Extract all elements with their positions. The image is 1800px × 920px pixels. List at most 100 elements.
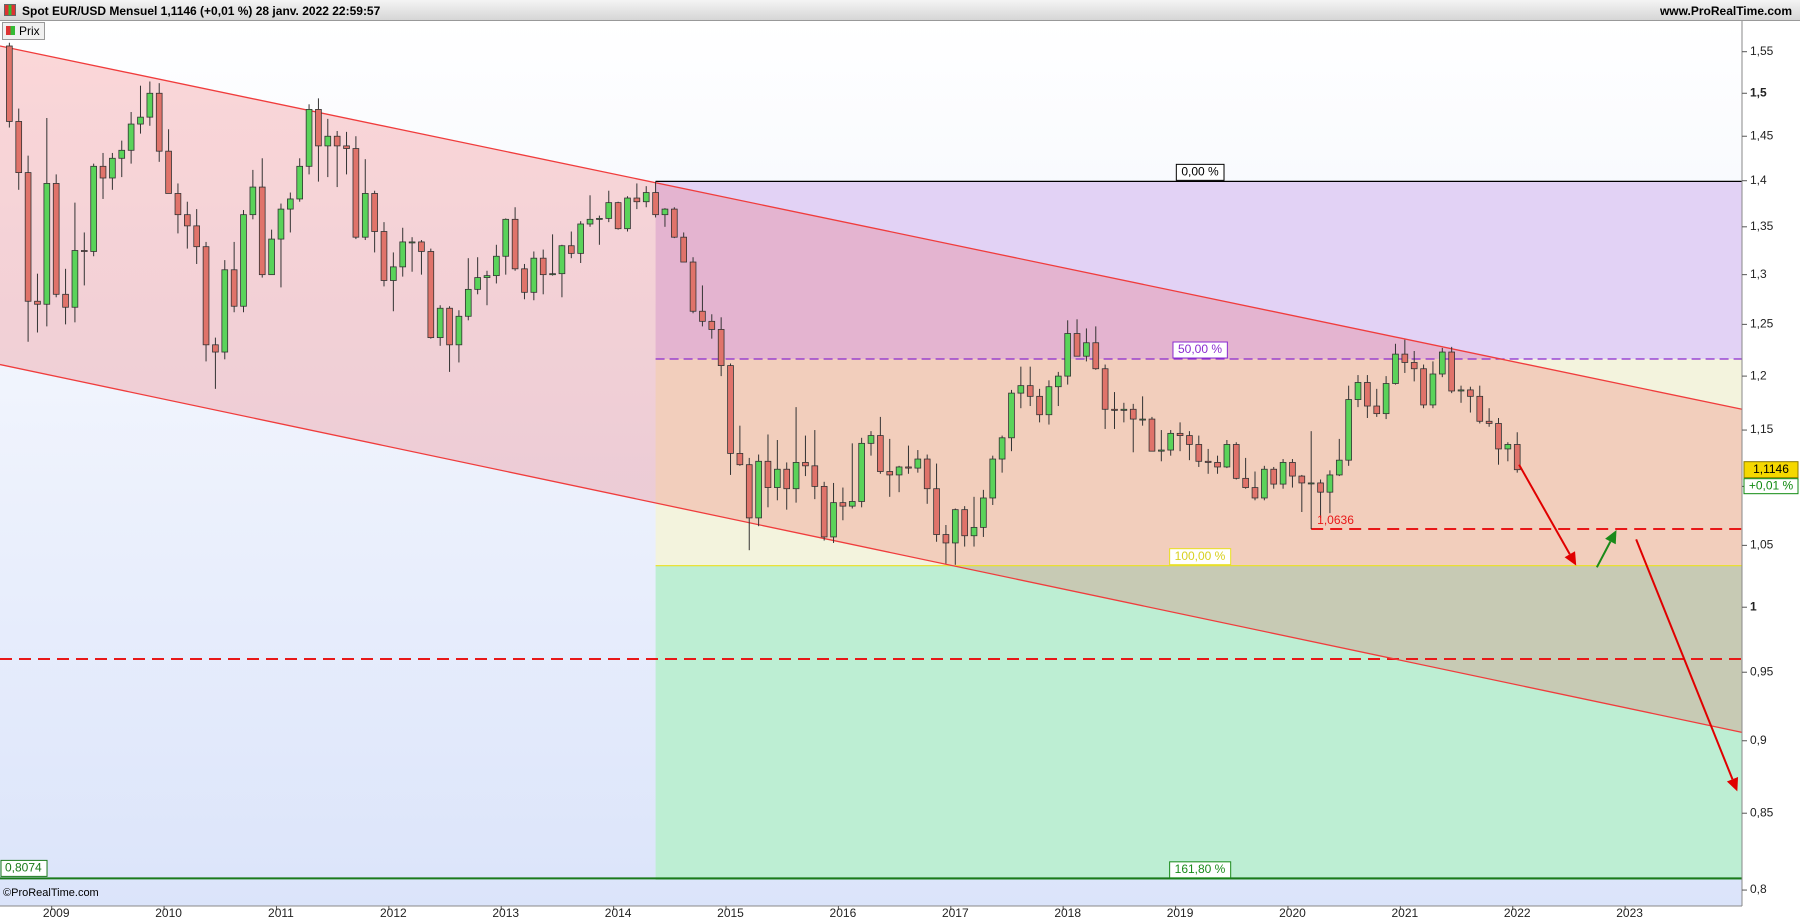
arrow-shaft xyxy=(1518,464,1571,555)
candle-body xyxy=(1111,408,1118,411)
candle-body xyxy=(333,135,341,147)
candle-body xyxy=(1476,395,1484,422)
x-tick-label: 2011 xyxy=(268,906,294,920)
candle-body xyxy=(71,250,79,308)
candle-body xyxy=(165,150,172,194)
source-link[interactable]: www.ProRealTime.com xyxy=(1659,4,1792,18)
candle-body xyxy=(1242,477,1249,488)
candle-body xyxy=(558,245,566,275)
candle-body xyxy=(1410,362,1418,370)
candle-body xyxy=(895,466,903,476)
candle-body xyxy=(62,293,69,308)
candle-body xyxy=(1139,418,1146,421)
x-tick-label: 2019 xyxy=(1167,906,1194,920)
candle-body xyxy=(1270,468,1278,485)
candle-body xyxy=(371,193,378,232)
x-tick-label: 2020 xyxy=(1279,906,1306,920)
arrow xyxy=(1635,538,1739,792)
candle-body xyxy=(118,149,126,159)
candle-body xyxy=(539,257,547,276)
candle-body xyxy=(174,193,182,216)
x-tick-label: 2023 xyxy=(1616,906,1643,920)
candle-body xyxy=(380,231,388,281)
candle-body xyxy=(1158,449,1165,452)
candle-body xyxy=(605,202,613,219)
candle-body xyxy=(867,435,875,444)
candle-body xyxy=(511,218,519,270)
candle-body xyxy=(1017,385,1025,394)
candle-body xyxy=(455,315,463,346)
y-tick-label: 1 xyxy=(1750,599,1757,613)
candle-body xyxy=(418,241,425,252)
y-tick-label: 1,55 xyxy=(1750,44,1774,58)
candle-body xyxy=(343,145,350,149)
y-tick-label: 1,3 xyxy=(1750,267,1767,281)
x-tick-label: 2014 xyxy=(605,906,632,920)
legend[interactable]: Prix xyxy=(2,22,45,40)
candle-body xyxy=(305,109,313,167)
candle-body xyxy=(1317,482,1324,493)
candle-body xyxy=(689,261,697,312)
fib-low-text: 0,8074 xyxy=(5,861,42,875)
candle-body xyxy=(792,462,800,490)
candle-body xyxy=(1326,474,1334,493)
candle-body xyxy=(811,465,819,487)
candle-body xyxy=(614,202,622,230)
candle-body xyxy=(6,45,13,122)
arrow xyxy=(1518,464,1577,566)
candle-body xyxy=(1354,382,1362,400)
candle-body xyxy=(549,273,556,276)
candle-body xyxy=(577,223,584,254)
candle-body xyxy=(1129,408,1137,420)
candle-body xyxy=(1186,435,1193,445)
candle-body xyxy=(230,269,238,307)
candle-body xyxy=(998,437,1006,460)
candle-body xyxy=(1467,389,1474,397)
candle-body xyxy=(1279,462,1287,485)
candle-body xyxy=(483,275,491,278)
candle-body xyxy=(1232,444,1240,479)
fib-label: 161,80 % xyxy=(1169,861,1232,879)
candle-body xyxy=(1298,475,1306,484)
x-tick-label: 2017 xyxy=(942,906,969,920)
fib-label: 0,00 % xyxy=(1175,163,1225,181)
candle-body xyxy=(361,193,369,238)
candle-body xyxy=(1485,420,1493,424)
fib-low-box xyxy=(0,859,48,877)
candle-body xyxy=(980,497,987,528)
arrow-head xyxy=(1726,777,1739,792)
candle-body xyxy=(80,250,88,252)
candle-body xyxy=(1513,444,1521,471)
candle-body xyxy=(755,460,762,519)
candle-body xyxy=(324,135,332,147)
candle-body xyxy=(43,183,51,305)
arrow xyxy=(1595,530,1617,568)
candle-body xyxy=(877,435,884,472)
candle-body xyxy=(727,365,734,454)
bottom-axis-panel xyxy=(0,906,1800,920)
candle-body xyxy=(315,109,322,147)
y-tick-label: 1,4 xyxy=(1750,173,1767,187)
candle-body xyxy=(99,165,107,179)
candle-body xyxy=(736,453,744,466)
x-tick-label: 2009 xyxy=(43,906,70,920)
candle-body xyxy=(989,458,997,499)
y-tick-label: 1,5 xyxy=(1750,85,1767,99)
candle-body xyxy=(24,172,32,302)
fib-low-label: 0,8074 xyxy=(0,859,48,877)
candle-body xyxy=(942,534,950,544)
candle-body xyxy=(886,471,894,476)
candle-body xyxy=(184,214,191,227)
candle-body xyxy=(287,198,294,210)
arrow-shaft xyxy=(1635,538,1734,780)
candle-body xyxy=(1429,373,1437,406)
candle-body xyxy=(717,329,725,366)
candle-body xyxy=(1307,482,1315,485)
fib-zone xyxy=(655,181,1743,360)
legend-swatch xyxy=(6,26,15,35)
candle-body xyxy=(1008,392,1015,439)
candle-body xyxy=(783,468,791,490)
candle-body xyxy=(474,277,481,290)
candle-body xyxy=(567,245,575,254)
candle-body xyxy=(34,300,41,305)
